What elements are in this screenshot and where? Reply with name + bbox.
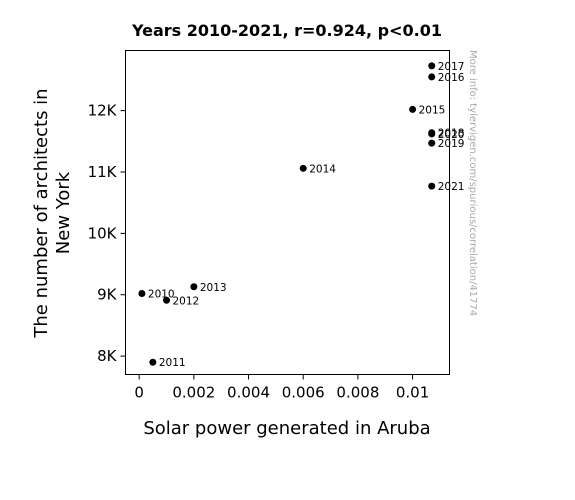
data-point-label: 2012	[173, 295, 200, 307]
x-axis: 0 0.002 0.004 0.006 0.008 0.01	[134, 374, 429, 402]
x-axis-label: Solar power generated in Aruba	[143, 418, 430, 439]
data-point-label: 2016	[438, 72, 465, 84]
data-point-2010	[138, 290, 146, 297]
y-axis: 8K 9K 10K 11K 12K	[88, 102, 126, 365]
data-point-label: 2015	[419, 104, 446, 116]
data-point-2014	[299, 164, 307, 172]
data-point-label: 2011	[159, 357, 186, 369]
data-point-label: 2018	[438, 128, 465, 140]
data-point-label: 2013	[200, 282, 227, 294]
x-tick-label: 0.006	[282, 384, 325, 402]
data-point-label: 2019	[438, 138, 465, 150]
data-point-2012	[163, 296, 171, 304]
y-axis-label-line-1: The number of architects in	[31, 88, 52, 338]
data-point-2021	[428, 182, 436, 190]
x-tick-label: 0.01	[396, 384, 429, 402]
data-point-label: 2017	[438, 61, 465, 73]
data-point-label: 2014	[309, 163, 336, 175]
data-point-2013	[190, 283, 198, 291]
data-point-2011	[149, 358, 157, 366]
watermark-text: More info: tylervigen.com/spurious/corre…	[467, 50, 478, 316]
y-tick-label: 9K	[97, 286, 118, 304]
y-tick-label: 11K	[88, 163, 118, 181]
x-tick-label: 0.002	[172, 384, 215, 402]
data-point-2016	[428, 73, 436, 81]
x-tick-label: 0.008	[336, 384, 379, 402]
x-tick-label: 0	[134, 384, 144, 402]
watermark: More info: tylervigen.com/spurious/corre…	[467, 50, 478, 316]
y-tick-label: 8K	[97, 347, 118, 365]
y-tick-label: 10K	[88, 224, 118, 242]
y-tick-label: 12K	[88, 102, 118, 120]
data-point-2015	[409, 105, 417, 113]
x-tick-label: 0.004	[227, 384, 270, 402]
data-point-2020	[428, 130, 436, 138]
chart-title: Years 2010-2021, r=0.924, p<0.01	[131, 21, 442, 40]
data-point-label: 2010	[148, 289, 175, 301]
data-points: 2010201120122013201420152016201720182019…	[138, 61, 465, 369]
plot-area	[125, 50, 450, 375]
y-axis-label: The number of architects in New York	[31, 88, 74, 338]
y-axis-label-line-2: New York	[53, 171, 74, 254]
data-point-label: 2020	[438, 129, 465, 141]
data-point-label: 2021	[438, 181, 465, 193]
data-point-2019	[428, 139, 436, 147]
data-point-2017	[428, 62, 436, 70]
